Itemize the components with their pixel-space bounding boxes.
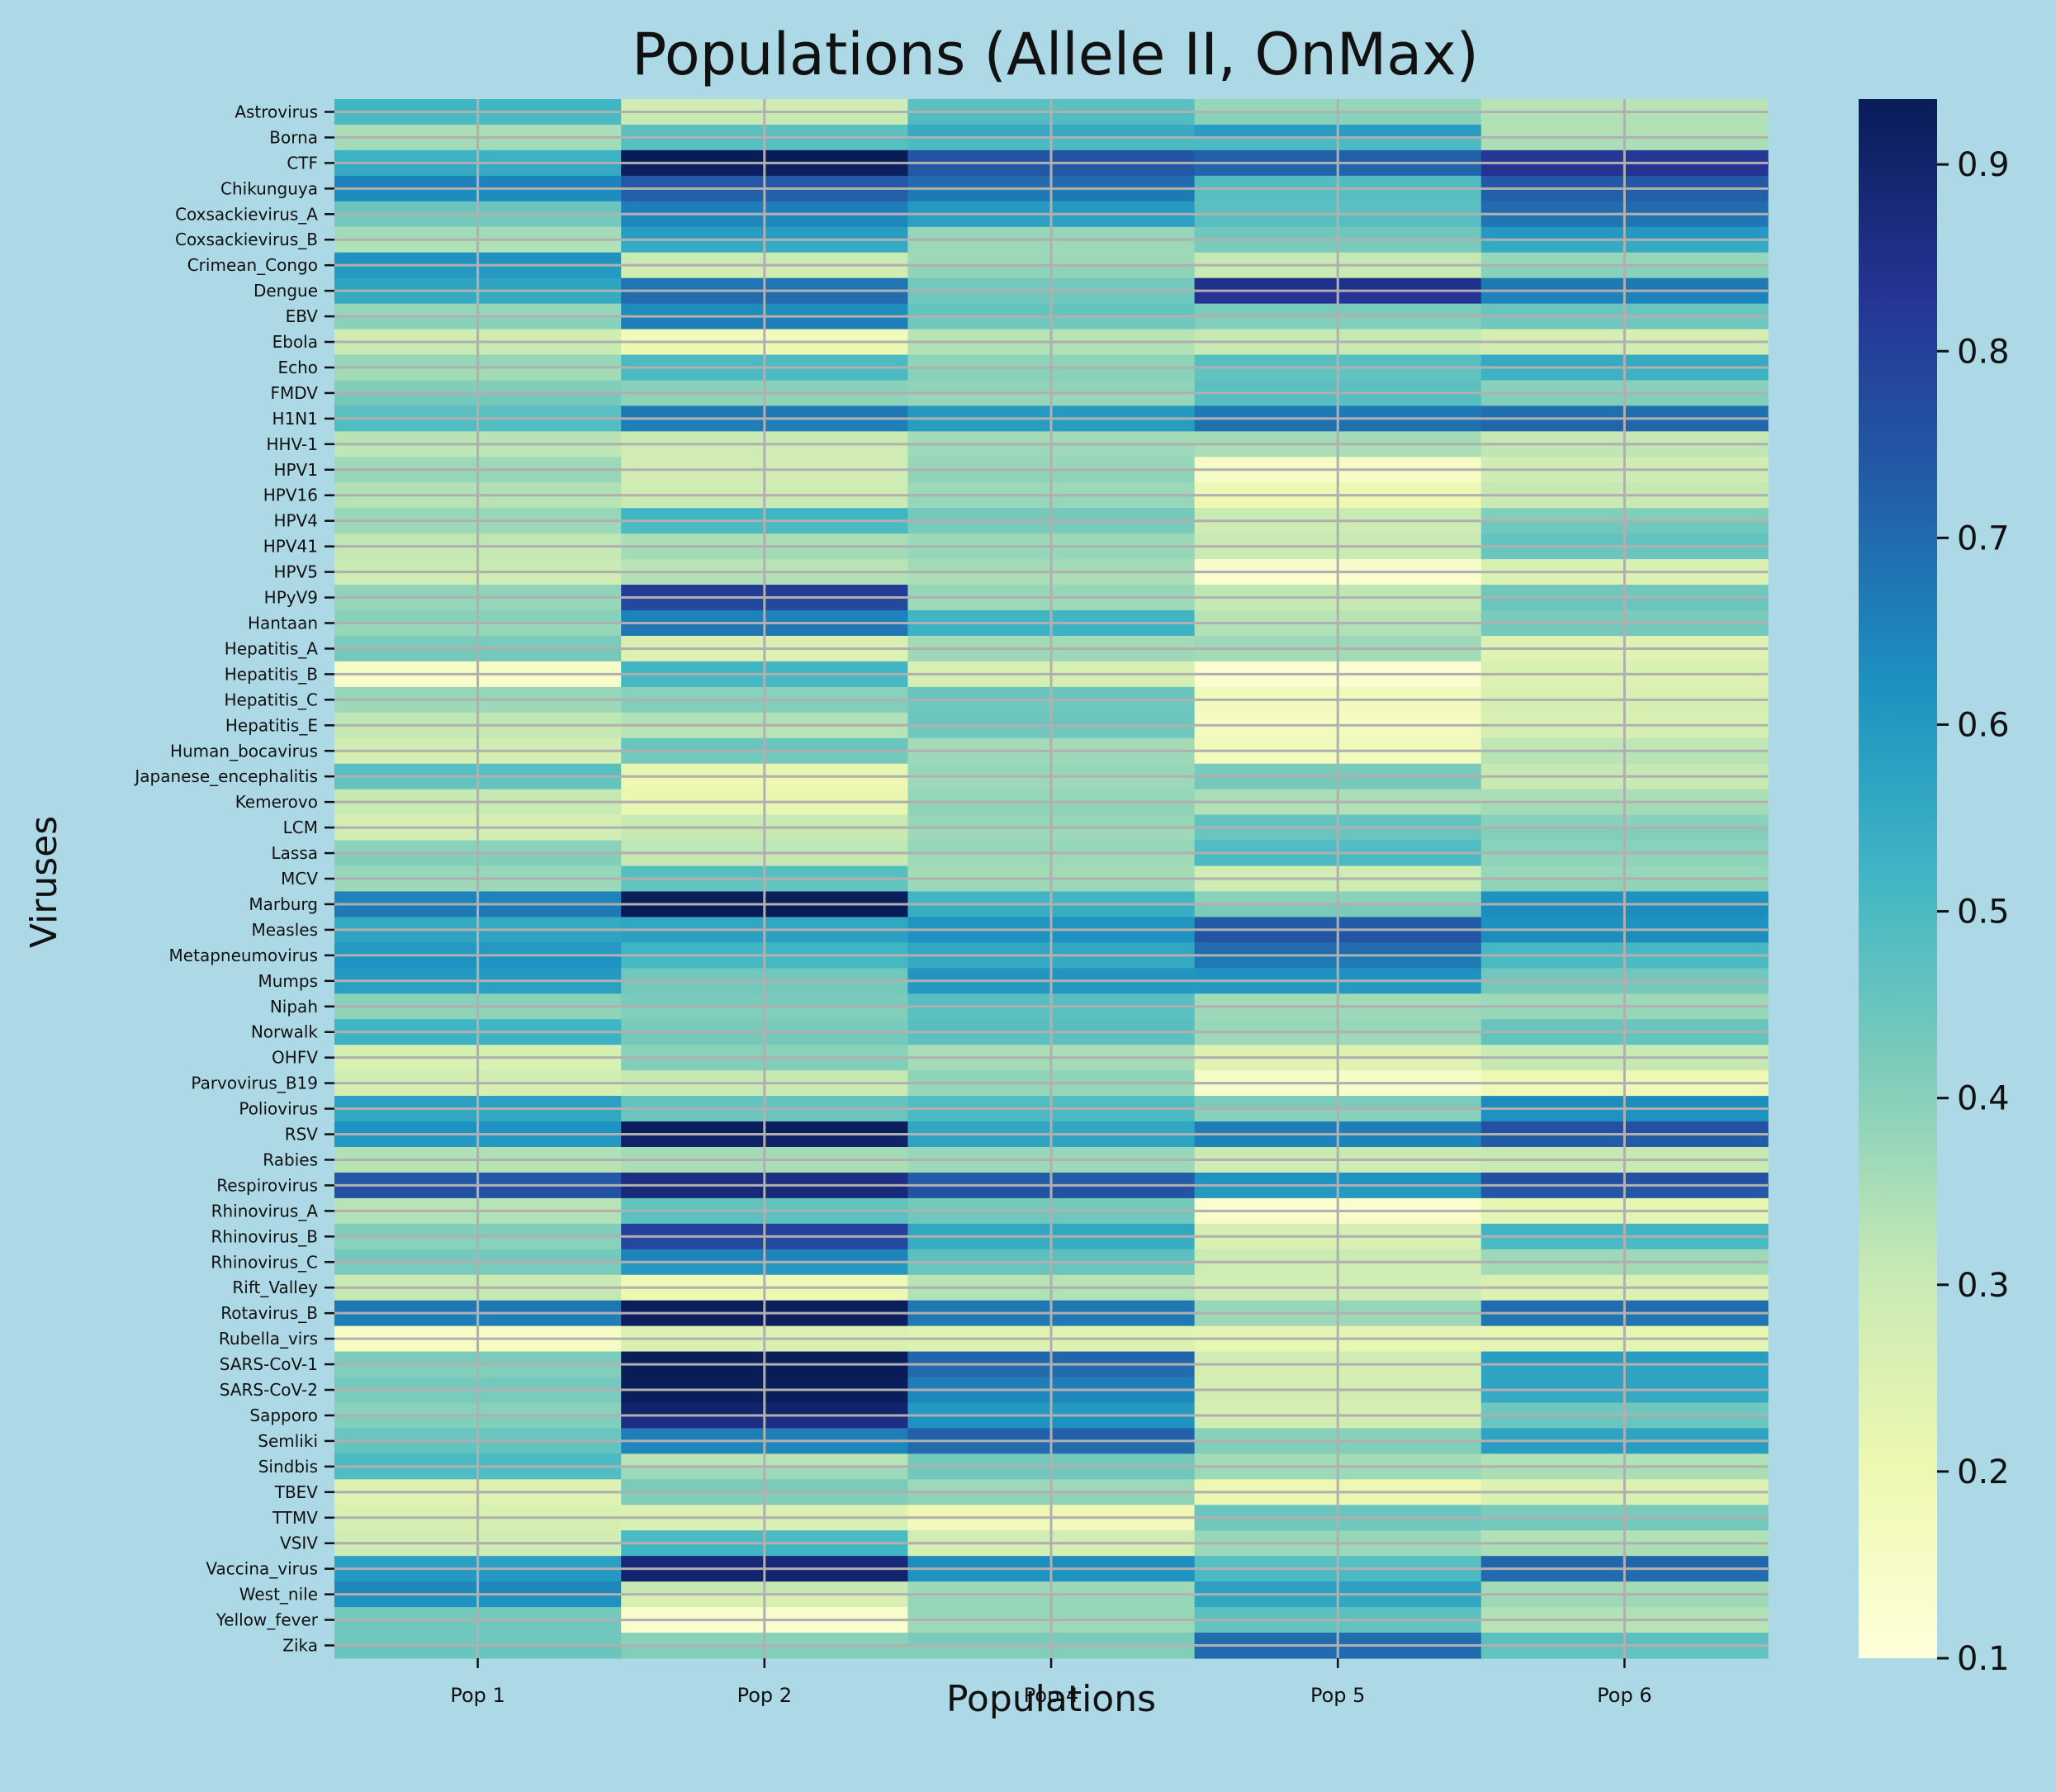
chart-title: Populations (Allele II, OnMax)	[632, 21, 1479, 88]
y-tick-label: HPyV9	[264, 588, 318, 608]
y-tick-label: OHFV	[272, 1048, 318, 1068]
y-tick-label: Ebola	[272, 332, 318, 352]
y-tick-label: Hepatitis_B	[225, 664, 318, 684]
colorbar-tick-label: 0.4	[1957, 1080, 2010, 1118]
y-axis-ticks: Astrovirus Borna CTF Chikunguya Coxsackievir…	[133, 102, 334, 1656]
y-tick-label: Rubella_virs	[219, 1329, 318, 1349]
x-axis-title: Populations	[946, 1678, 1156, 1720]
colorbar-tick-label: 0.3	[1957, 1267, 2010, 1305]
colorbar-tick-label: 0.9	[1957, 146, 2010, 184]
y-tick-label: FMDV	[271, 383, 319, 403]
y-tick-label: SARS-CoV-1	[220, 1354, 318, 1374]
y-tick-label: Sapporo	[249, 1406, 318, 1425]
y-tick-label: SARS-CoV-2	[220, 1380, 318, 1400]
grid-lines	[334, 99, 1768, 1658]
y-tick-label: TTMV	[272, 1508, 318, 1528]
y-tick-label: Japanese_encephalitis	[133, 766, 318, 786]
colorbar-tick-label: 0.2	[1957, 1453, 2010, 1491]
y-tick-label: Coxsackievirus_B	[175, 230, 318, 249]
y-tick-label: Rhinovirus_A	[211, 1201, 319, 1221]
y-tick-label: CTF	[287, 153, 318, 173]
y-tick-label: Measles	[251, 920, 318, 940]
y-tick-label: Hepatitis_C	[225, 690, 318, 709]
x-axis-ticks: Pop 1 Pop 2 Pop 4 Pop 5 Pop 6	[450, 1658, 1652, 1707]
x-tick-label: Pop 2	[737, 1684, 792, 1707]
y-tick-label: HPV4	[273, 511, 318, 531]
y-tick-label: Parvovirus_B19	[191, 1074, 318, 1093]
y-tick-label: Rabies	[263, 1150, 318, 1169]
y-tick-label: Coxsackievirus_A	[175, 204, 318, 224]
y-tick-label: Mumps	[258, 971, 318, 991]
y-tick-label: Respirovirus	[216, 1175, 318, 1195]
y-tick-label: Crimean_Congo	[187, 255, 318, 275]
y-tick-label: Echo	[277, 358, 318, 377]
y-tick-label: Nipah	[270, 997, 318, 1017]
y-tick-label: H1N1	[272, 409, 318, 429]
x-tick-label: Pop 1	[450, 1684, 505, 1707]
y-tick-label: HHV-1	[266, 434, 318, 454]
y-tick-label: LCM	[283, 818, 318, 837]
y-tick-label: HPV16	[263, 486, 318, 505]
colorbar-ticks: 0.1 0.2 0.3 0.4 0.5 0.6 0.7 0.8 0.9	[1937, 146, 2010, 1678]
y-tick-label: HPV1	[273, 460, 318, 480]
y-tick-label: Rotavirus_B	[220, 1303, 318, 1323]
y-tick-label: Zika	[282, 1636, 318, 1656]
x-tick-label: Pop 4	[1024, 1684, 1078, 1707]
colorbar-tick-label: 0.6	[1957, 706, 2010, 744]
y-tick-label: Hepatitis_A	[225, 638, 319, 658]
x-tick-label: Pop 5	[1310, 1684, 1365, 1707]
colorbar-tick-label: 0.8	[1957, 333, 2010, 371]
y-tick-label: Human_bocavirus	[170, 741, 318, 761]
y-tick-label: Lassa	[272, 843, 319, 863]
colorbar-tick-label: 0.7	[1957, 519, 2010, 557]
y-tick-label: Borna	[269, 127, 318, 147]
y-tick-label: EBV	[286, 306, 319, 326]
y-tick-label: Rhinovirus_B	[211, 1226, 318, 1246]
colorbar-tick-label: 0.1	[1957, 1640, 2010, 1678]
y-tick-label: West_nile	[239, 1585, 318, 1605]
y-tick-label: Semliki	[258, 1431, 318, 1451]
y-tick-label: HPV41	[263, 537, 318, 557]
y-tick-label: Metapneumovirus	[169, 946, 318, 965]
y-tick-label: HPV5	[273, 562, 318, 582]
y-tick-label: Hepatitis_E	[225, 715, 318, 735]
y-tick-label: Sindbis	[258, 1457, 318, 1477]
y-axis-title: Viruses	[23, 816, 65, 948]
y-tick-label: Rift_Valley	[232, 1278, 318, 1297]
y-tick-label: Dengue	[253, 281, 318, 301]
y-tick-label: VSIV	[280, 1534, 318, 1553]
y-tick-label: TBEV	[274, 1482, 319, 1502]
colorbar	[1859, 99, 1937, 1658]
colorbar-tick-label: 0.5	[1957, 894, 2010, 932]
y-tick-label: Vaccina_virus	[206, 1559, 318, 1579]
y-tick-label: RSV	[285, 1125, 319, 1145]
y-tick-label: Chikunguya	[220, 178, 318, 198]
x-tick-label: Pop 6	[1597, 1684, 1651, 1707]
y-tick-label: Norwalk	[251, 1022, 319, 1042]
y-tick-label: Poliovirus	[239, 1099, 318, 1119]
y-tick-label: Hantaan	[248, 613, 318, 633]
y-tick-label: Yellow_fever	[216, 1610, 319, 1630]
y-tick-label: Astrovirus	[234, 102, 318, 121]
y-tick-label: Rhinovirus_C	[211, 1252, 318, 1272]
y-tick-label: Marburg	[249, 894, 318, 914]
y-tick-label: Kemerovo	[235, 792, 318, 812]
y-tick-label: MCV	[281, 869, 318, 889]
